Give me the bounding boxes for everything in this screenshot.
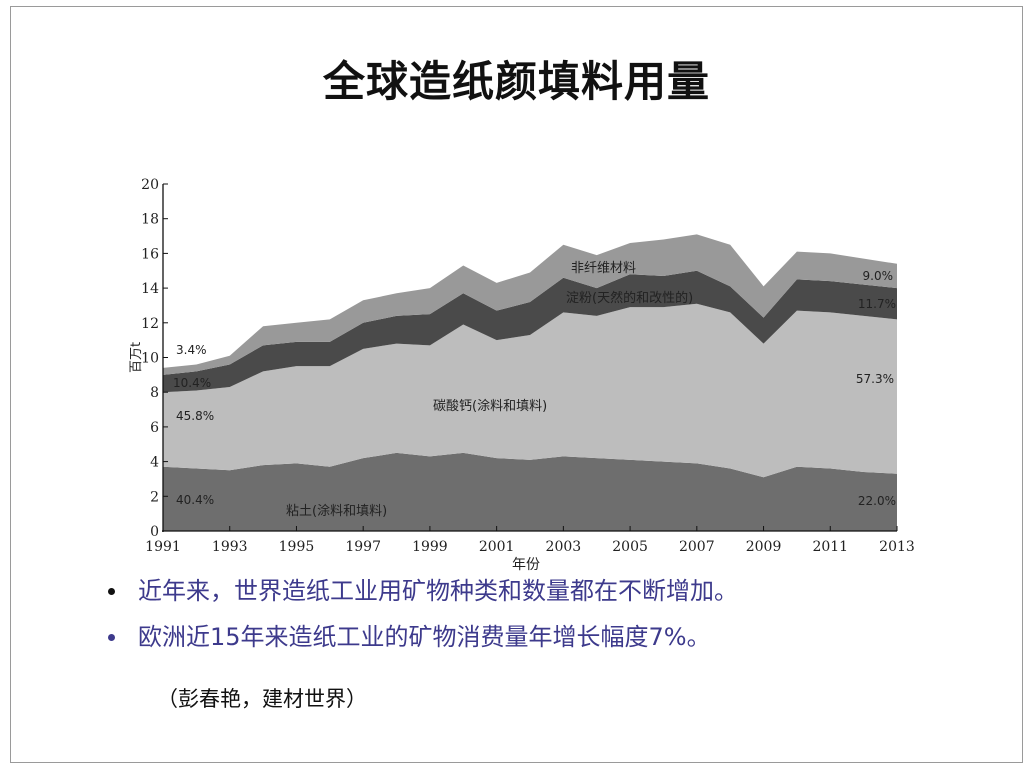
- x-tick-label: 2003: [546, 539, 582, 555]
- x-tick-label: 2011: [812, 539, 848, 555]
- x-tick-label: 2001: [479, 539, 515, 555]
- chart-annotation: 9.0%: [863, 269, 894, 283]
- chart-annotation: 10.4%: [173, 376, 211, 390]
- chart-annotation: 粘土(涂料和填料): [286, 503, 387, 519]
- chart-annotation: 22.0%: [858, 494, 896, 508]
- bullet-text: 近年来，世界造纸工业用矿物种类和数量都在不断增加。: [138, 577, 738, 605]
- chart-annotation: 3.4%: [176, 343, 207, 357]
- bullet-dot: [108, 634, 115, 641]
- y-tick-label: 14: [141, 281, 159, 297]
- x-tick-label: 1999: [412, 539, 448, 555]
- y-tick-label: 2: [150, 489, 159, 505]
- area-series-1: [163, 452, 897, 531]
- area-series-4: [163, 234, 897, 375]
- y-tick-label: 16: [141, 246, 159, 262]
- x-tick-label: 2005: [612, 539, 648, 555]
- x-tick-label: 2013: [879, 539, 915, 555]
- y-tick-label: 4: [150, 455, 159, 471]
- y-axis-label: 百万t: [129, 342, 144, 373]
- y-tick-label: 20: [141, 177, 159, 193]
- x-tick-label: 1993: [212, 539, 248, 555]
- bullet-item: 近年来，世界造纸工业用矿物种类和数量都在不断增加。: [108, 576, 738, 606]
- x-tick-label: 1995: [279, 539, 315, 555]
- y-tick-label: 6: [150, 420, 159, 436]
- chart-annotation: 非纤维材料: [571, 261, 636, 276]
- slide-frame: [10, 6, 1023, 763]
- y-tick-label: 8: [150, 385, 159, 401]
- bullet-text: 欧洲近15年来造纸工业的矿物消费量年增长幅度7%。: [138, 623, 711, 651]
- chart-annotation: 11.7%: [858, 297, 896, 311]
- x-tick-label: 2007: [679, 539, 715, 555]
- x-tick-label: 1991: [145, 539, 181, 555]
- slide-title: 全球造纸颜填料用量: [322, 57, 710, 106]
- x-axis-label: 年份: [512, 557, 540, 573]
- area-series-3: [163, 270, 897, 393]
- x-tick-label: 1997: [345, 539, 381, 555]
- bullet-item: 欧洲近15年来造纸工业的矿物消费量年增长幅度7%。: [108, 622, 738, 652]
- bullet-list: 近年来，世界造纸工业用矿物种类和数量都在不断增加。 欧洲近15年来造纸工业的矿物…: [108, 576, 738, 668]
- citation: （彭春艳，建材世界）: [157, 687, 367, 711]
- chart-annotation: 45.8%: [176, 409, 214, 423]
- y-tick-label: 10: [141, 351, 159, 367]
- area-series-2: [163, 303, 897, 478]
- x-tick-label: 2009: [746, 539, 782, 555]
- chart-annotation: 淀粉(天然的和改性的): [566, 290, 693, 306]
- bullet-dot: [108, 588, 115, 595]
- y-tick-label: 18: [141, 212, 159, 228]
- chart-annotation: 57.3%: [856, 372, 894, 386]
- y-tick-label: 12: [141, 316, 159, 332]
- chart-annotation: 碳酸钙(涂料和填料): [433, 398, 547, 414]
- y-tick-label: 0: [150, 524, 159, 540]
- chart-annotation: 40.4%: [176, 493, 214, 507]
